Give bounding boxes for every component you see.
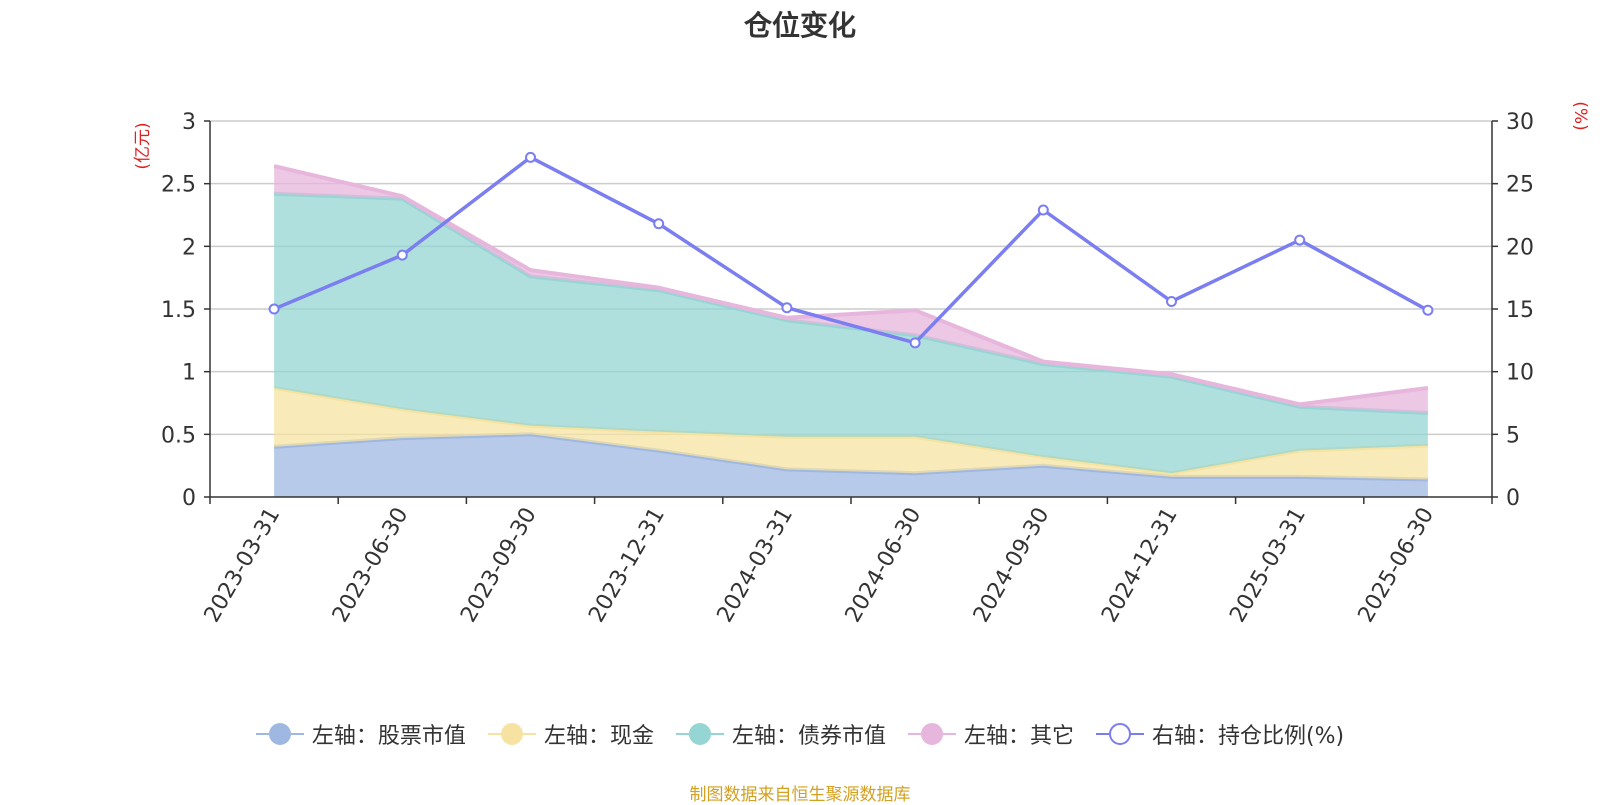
ratio-line-path xyxy=(273,155,1429,345)
legend-label: 左轴：股票市值 xyxy=(311,724,466,749)
x-axis-tick-label: 2024-12-31 xyxy=(1097,504,1183,627)
x-axis-tick-label: 2024-09-30 xyxy=(969,504,1055,627)
legend-item-4[interactable]: 左轴：其它 xyxy=(907,718,1074,750)
x-axis-tick-label: 2025-06-30 xyxy=(1354,504,1440,627)
ratio-line-point xyxy=(1166,295,1177,307)
left-axis-tick-label: 3 xyxy=(182,110,196,135)
legend-swatch-icon xyxy=(487,722,536,746)
source-note: 制图数据来自恒生聚源数据库 xyxy=(689,785,911,805)
x-axis-tick-label: 2024-03-31 xyxy=(713,504,799,627)
ratio-line-point xyxy=(781,302,793,314)
right-axis-tick-label: 0 xyxy=(1506,486,1520,511)
right-axis-tick-label: 15 xyxy=(1506,298,1534,323)
ratio-line-point xyxy=(1037,204,1049,216)
ratio-line-point xyxy=(268,303,280,315)
ratio-line-point xyxy=(396,249,408,261)
left-axis-unit: (亿元) xyxy=(133,122,153,169)
right-axis-tick-label: 20 xyxy=(1506,235,1534,260)
ratio-line-point xyxy=(1422,304,1434,316)
left-axis-tick-label: 0 xyxy=(182,486,196,511)
legend-label: 左轴：债券市值 xyxy=(731,724,886,749)
left-axis-tick-label: 2 xyxy=(182,235,196,260)
area-series-1 xyxy=(274,434,1428,497)
legend-label: 左轴：其它 xyxy=(963,724,1074,749)
left-axis-tick-label: 1.5 xyxy=(161,298,196,323)
left-axis-tick-label: 1 xyxy=(182,361,196,386)
legend-swatch-icon xyxy=(1095,722,1144,746)
left-axis-tick-label: 2.5 xyxy=(161,173,196,198)
ratio-line-point xyxy=(909,337,921,349)
stacked-areas xyxy=(273,164,1429,497)
ratio-line-point xyxy=(653,218,665,230)
right-axis-unit: (%) xyxy=(1570,101,1590,130)
legend-swatch-icon xyxy=(255,722,304,746)
area-series-4-edge xyxy=(273,164,1429,407)
legend-swatch-icon xyxy=(907,722,956,746)
x-axis-tick-label: 2024-06-30 xyxy=(841,504,927,627)
left-axis-tick-label: 0.5 xyxy=(161,423,196,448)
legend-swatch-icon xyxy=(675,722,724,746)
chart-title: 仓位变化 xyxy=(743,9,856,42)
legend: 左轴：股票市值 左轴：现金 左轴：债券市值 左轴：其它 右轴：持仓比例(%) xyxy=(0,718,1600,750)
legend-item-3[interactable]: 左轴：债券市值 xyxy=(675,718,886,750)
x-axis-tick-label: 2023-03-31 xyxy=(200,504,286,627)
right-axis-tick-label: 25 xyxy=(1506,173,1534,198)
x-axis-tick-label: 2025-03-31 xyxy=(1225,504,1311,627)
legend-label: 右轴：持仓比例(%) xyxy=(1151,724,1345,749)
legend-label: 左轴：现金 xyxy=(543,724,654,749)
x-axis-tick-label: 2023-06-30 xyxy=(328,504,414,627)
legend-item-2[interactable]: 左轴：现金 xyxy=(487,718,654,750)
x-axis-tick-label: 2023-12-31 xyxy=(584,504,670,627)
ratio-line xyxy=(268,151,1434,349)
ratio-line-point xyxy=(1294,234,1306,246)
legend-item-5[interactable]: 右轴：持仓比例(%) xyxy=(1095,718,1345,750)
legend-item-1[interactable]: 左轴：股票市值 xyxy=(255,718,466,750)
ratio-line-point xyxy=(525,151,536,163)
right-axis-tick-label: 10 xyxy=(1506,361,1534,386)
right-axis-tick-label: 30 xyxy=(1506,110,1534,135)
area-series-2 xyxy=(274,388,1428,480)
right-axis-tick-label: 5 xyxy=(1506,423,1520,448)
area-series-3 xyxy=(274,193,1428,474)
x-axis-tick-label: 2023-09-30 xyxy=(456,504,542,627)
